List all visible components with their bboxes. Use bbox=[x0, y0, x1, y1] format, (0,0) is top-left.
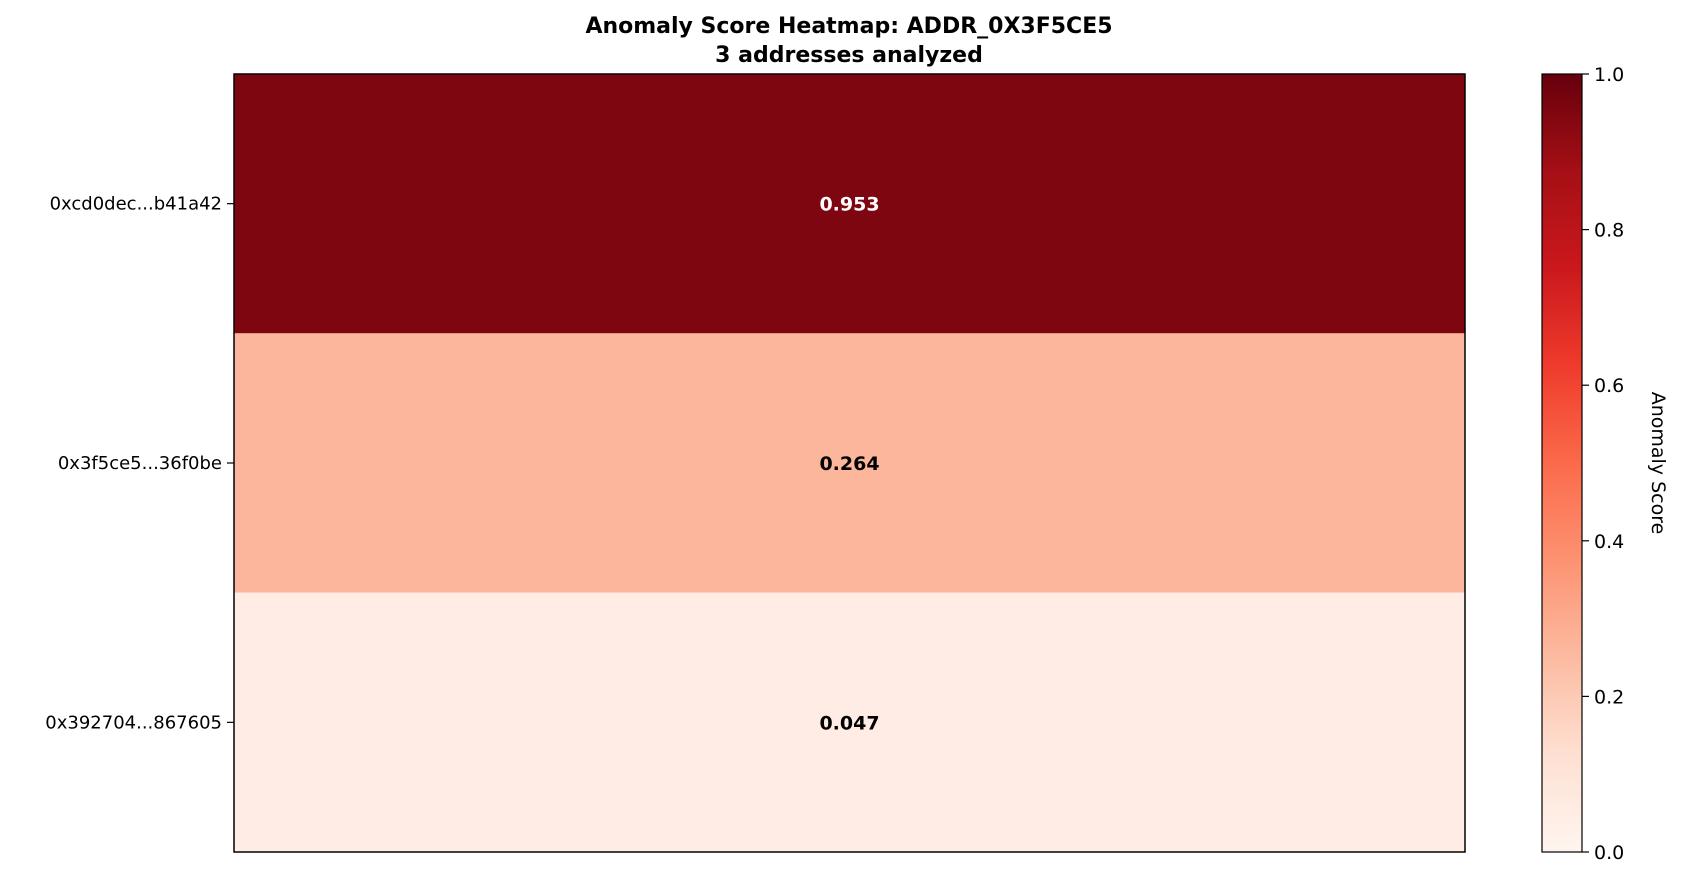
colorbar-tick-label: 0.2 bbox=[1594, 686, 1624, 708]
row-labels: 0xcd0dec...b41a42 0x3f5ce5...36f0be 0x3927… bbox=[45, 194, 234, 733]
colorbar-ticks: 0.0 0.2 0.4 0.6 0.8 1.0 bbox=[1582, 64, 1624, 864]
colorbar-tick-label: 0.6 bbox=[1594, 375, 1624, 397]
heatmap-cell bbox=[234, 333, 1465, 593]
heatmap-cell bbox=[234, 592, 1465, 852]
colorbar bbox=[1541, 73, 1583, 853]
colorbar-tick-label: 1.0 bbox=[1594, 64, 1624, 86]
cell-value-label: 0.953 bbox=[819, 194, 879, 216]
colorbar-tick-label: 0.4 bbox=[1594, 531, 1624, 553]
row-label: 0x3f5ce5...36f0be bbox=[58, 453, 222, 474]
row-label: 0xcd0dec...b41a42 bbox=[50, 194, 222, 215]
heatmap-cells: 0.953 0.264 0.047 bbox=[234, 74, 1465, 852]
chart-subtitle: 3 addresses analyzed bbox=[715, 43, 983, 68]
colorbar-tick-label: 0.8 bbox=[1594, 220, 1624, 242]
plot-frame bbox=[233, 73, 1466, 853]
chart-title: Anomaly Score Heatmap: ADDR_0X3F5CE5 bbox=[585, 14, 1112, 39]
heatmap-cell bbox=[234, 74, 1465, 334]
colorbar-tick-label: 0.0 bbox=[1594, 842, 1624, 864]
cell-value-label: 0.047 bbox=[819, 712, 879, 734]
row-label: 0x392704...867605 bbox=[45, 712, 222, 733]
colorbar-label: Anomaly Score bbox=[1647, 392, 1669, 535]
cell-value-label: 0.264 bbox=[819, 453, 879, 475]
